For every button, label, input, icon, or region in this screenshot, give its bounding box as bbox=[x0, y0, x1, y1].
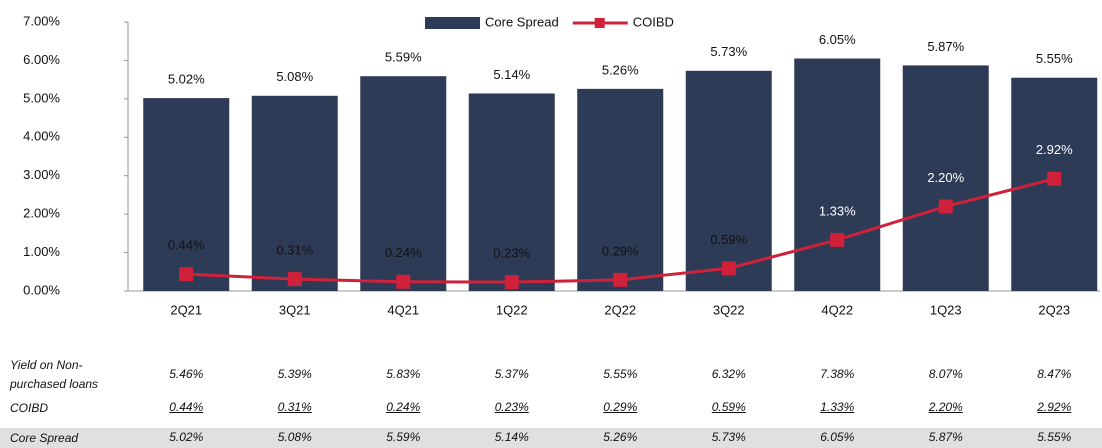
legend-label: Core Spread bbox=[485, 14, 559, 29]
line-label: 0.23% bbox=[493, 246, 530, 261]
x-tick-label: 1Q22 bbox=[496, 302, 528, 317]
bar bbox=[902, 65, 989, 291]
x-tick-label: 4Q21 bbox=[387, 302, 419, 317]
legend-swatch bbox=[594, 18, 605, 28]
y-tick-label: 0.00% bbox=[23, 282, 60, 297]
bar-label: 5.14% bbox=[493, 67, 530, 82]
cell: 2.20% bbox=[928, 400, 963, 414]
x-tick-label: 3Q21 bbox=[279, 302, 311, 317]
bar-label: 5.08% bbox=[276, 69, 313, 84]
cell: 5.02% bbox=[169, 430, 204, 444]
cell: 0.23% bbox=[494, 400, 529, 414]
cell: 5.87% bbox=[928, 430, 963, 444]
cell: 5.83% bbox=[386, 367, 421, 381]
x-tick-label: 2Q22 bbox=[604, 302, 636, 317]
line-label: 0.29% bbox=[602, 243, 639, 258]
cell: 5.55% bbox=[1037, 430, 1072, 444]
bar-label: 5.87% bbox=[927, 39, 964, 54]
x-tick-label: 4Q22 bbox=[821, 302, 853, 317]
bar-label: 6.05% bbox=[819, 32, 856, 47]
cell: 0.29% bbox=[603, 400, 638, 414]
cell: 5.55% bbox=[603, 367, 638, 381]
bar-label: 5.59% bbox=[385, 50, 422, 65]
bar bbox=[251, 95, 338, 291]
legend-swatch bbox=[425, 17, 480, 29]
bar bbox=[685, 70, 772, 291]
row-band bbox=[0, 428, 1102, 448]
x-tick-label: 2Q23 bbox=[1038, 302, 1070, 317]
bar-label: 5.26% bbox=[602, 62, 639, 77]
line-marker bbox=[287, 272, 302, 287]
line-label: 0.44% bbox=[168, 238, 205, 253]
cell: 5.08% bbox=[277, 430, 312, 444]
chart: 0.00% 1.00% 2.00% 3.00% 4.00% 5.00% 6.00% 7.00%… bbox=[23, 13, 1100, 317]
cell: 8.47% bbox=[1037, 367, 1072, 381]
x-tick-label: 3Q22 bbox=[713, 302, 745, 317]
line-marker bbox=[721, 261, 736, 276]
bar-label: 5.02% bbox=[168, 72, 205, 87]
cell: 6.32% bbox=[711, 367, 746, 381]
cell: 6.05% bbox=[820, 430, 855, 444]
y-tick-label: 2.00% bbox=[23, 206, 60, 221]
bar bbox=[794, 58, 881, 291]
cell: 2.92% bbox=[1037, 400, 1072, 414]
x-tick-label: 2Q21 bbox=[170, 302, 202, 317]
cell: 1.33% bbox=[820, 400, 855, 414]
bar bbox=[468, 93, 555, 291]
cell: 0.44% bbox=[169, 400, 204, 414]
row-label: Core Spread bbox=[10, 430, 79, 445]
cell: 5.26% bbox=[603, 430, 638, 444]
cell: 0.31% bbox=[277, 400, 312, 414]
cell: 7.38% bbox=[820, 367, 855, 381]
y-tick-label: 5.00% bbox=[23, 90, 60, 105]
cell: 5.14% bbox=[494, 430, 529, 444]
line-label: 2.92% bbox=[1036, 142, 1073, 157]
row-label: COIBD bbox=[10, 400, 49, 415]
line-marker bbox=[396, 274, 411, 289]
cell: 5.59% bbox=[386, 430, 421, 444]
cell: 8.07% bbox=[928, 367, 963, 381]
line-marker bbox=[1047, 171, 1062, 186]
cell: 0.24% bbox=[386, 400, 421, 414]
bar bbox=[360, 76, 447, 291]
cell: 5.73% bbox=[711, 430, 746, 444]
cell: 5.46% bbox=[169, 367, 204, 381]
y-tick-label: 3.00% bbox=[23, 167, 60, 182]
legend-label: COIBD bbox=[633, 14, 674, 29]
cell: 5.37% bbox=[494, 367, 529, 381]
bar bbox=[577, 88, 664, 291]
line-label: 0.24% bbox=[385, 245, 422, 260]
x-tick-label: 1Q23 bbox=[930, 302, 962, 317]
bar-label: 5.55% bbox=[1036, 51, 1073, 66]
line-marker bbox=[504, 275, 519, 290]
y-tick-label: 1.00% bbox=[23, 244, 60, 259]
line-marker bbox=[613, 272, 628, 287]
y-tick-label: 7.00% bbox=[23, 13, 60, 28]
cell: 0.59% bbox=[711, 400, 746, 414]
line-label: 2.20% bbox=[927, 170, 964, 185]
row-label: Yield on Non-purchased loans bbox=[10, 358, 99, 391]
line-marker bbox=[179, 267, 194, 282]
cell: 5.39% bbox=[277, 367, 312, 381]
y-tick-label: 4.00% bbox=[23, 129, 60, 144]
line-marker bbox=[938, 199, 953, 214]
y-tick-label: 6.00% bbox=[23, 52, 60, 67]
bar-label: 5.73% bbox=[710, 44, 747, 59]
line-marker bbox=[830, 232, 845, 247]
line-label: 0.31% bbox=[276, 243, 313, 258]
line-label: 0.59% bbox=[710, 232, 747, 247]
bar bbox=[143, 98, 230, 292]
line-label: 1.33% bbox=[819, 203, 856, 218]
